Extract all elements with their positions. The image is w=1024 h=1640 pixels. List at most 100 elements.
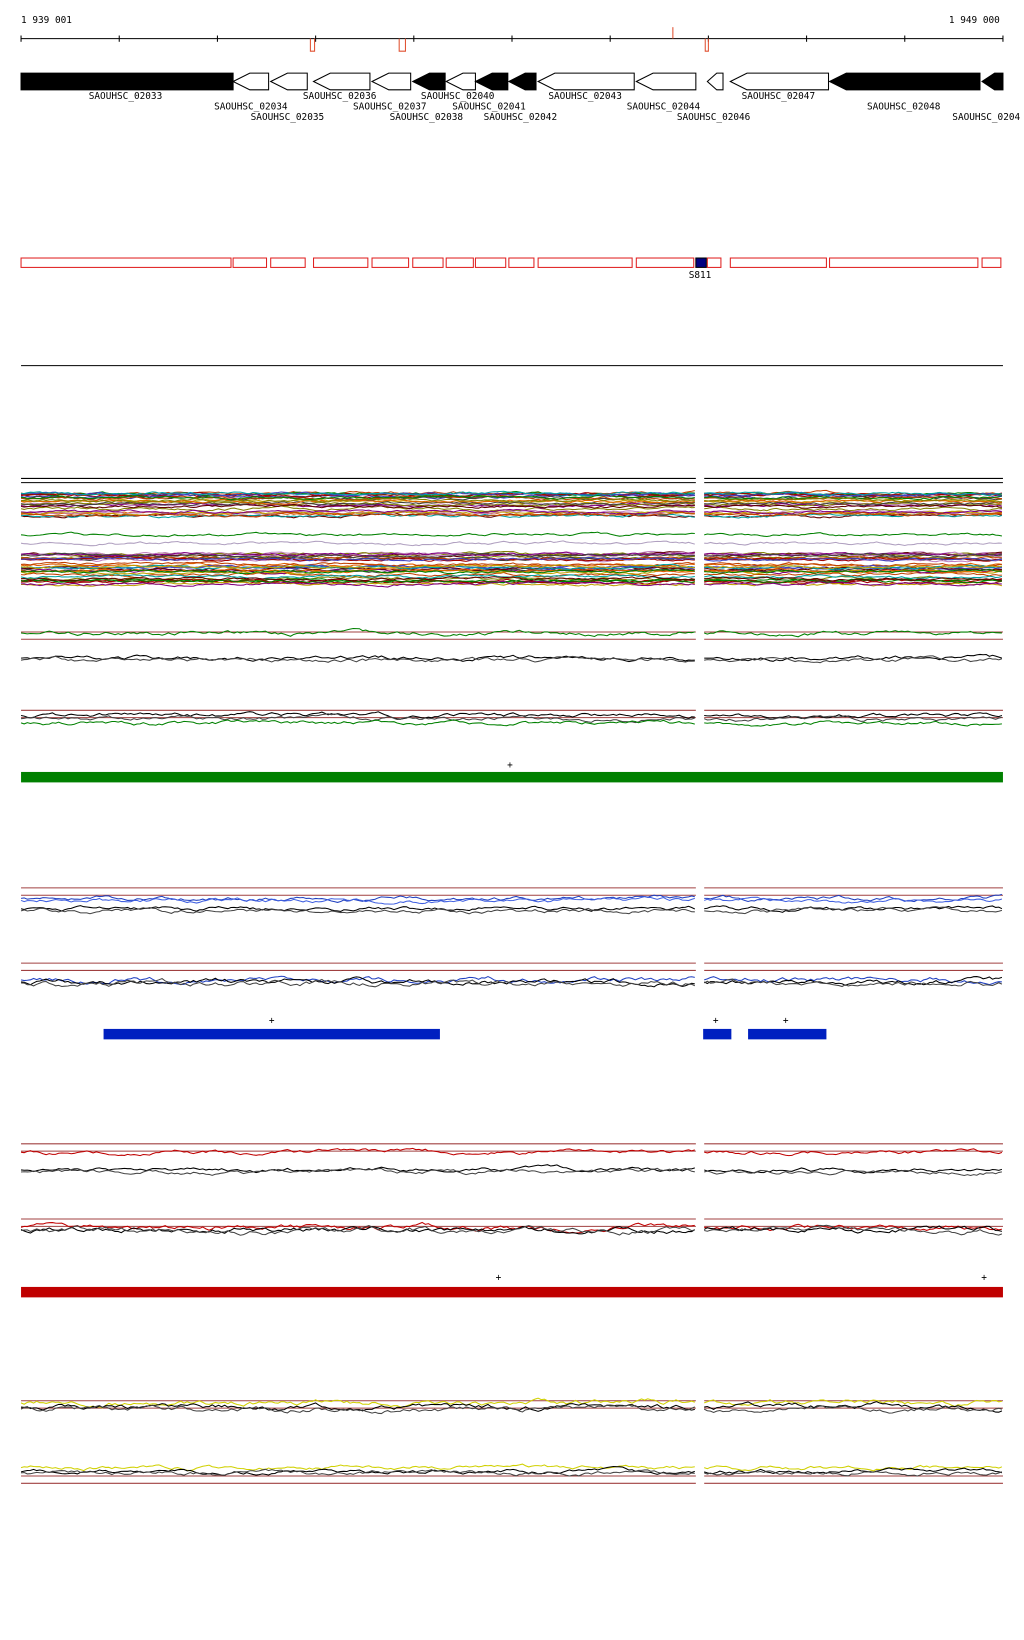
signal-trace [21,654,695,663]
gene-label: SAOUHSC_02033 [89,91,162,102]
signal-trace [21,490,695,496]
gene [269,72,308,91]
signal-trace [704,630,1002,638]
gene-label: SAOUHSC_02042 [484,112,558,123]
gene-label: SAOUHSC_02048 [867,102,941,113]
gene [370,72,412,91]
gene-box [20,257,232,268]
signal-trace [20,1468,695,1477]
gene-label: SAOUHSC_02044 [627,102,701,113]
gene-label: SAOUHSC_02038 [390,112,464,123]
gene-label: SAOUHSC_02035 [251,112,324,123]
gene-box [829,257,979,268]
signal-trace [21,555,695,562]
strand-marker: + [507,760,513,771]
signal-trace [704,568,1002,574]
signal-trace [704,541,1002,547]
track-bar [748,1028,827,1040]
signal-trace [20,501,695,507]
signal-trace [704,1464,1003,1472]
signal-trace [704,896,1003,904]
signal-trace [20,552,695,559]
gene [507,72,537,91]
strand-marker: + [981,1273,987,1284]
signal-trace [704,513,1003,519]
signal-trace [20,896,695,905]
ruler-feature [309,38,709,52]
signal-trace [704,554,1003,560]
track-bar [103,1028,440,1040]
signal-trace [704,581,1002,587]
signal-trace [704,906,1003,915]
signal-trace [20,1463,695,1472]
gene [20,72,234,91]
signal-trace [704,557,1003,562]
strand-marker: + [269,1016,275,1027]
signal-trace [704,510,1002,515]
signal-trace [21,510,695,516]
signal-trace [20,1404,696,1415]
signal-trace [704,511,1003,517]
signal-trace [20,1397,695,1409]
gene-label: SAOUHSC_02037 [353,102,427,113]
signal-trace [20,1402,695,1412]
gene [706,72,724,91]
gene [981,72,1004,91]
signal-trace [704,1401,1003,1413]
signal-trace [21,561,695,568]
signal-trace [20,556,695,562]
signal-trace [704,893,1003,903]
signal-trace [20,511,695,518]
signal-trace [704,905,1003,913]
signal-trace [704,655,1003,664]
signal-trace [704,564,1003,570]
gene-box [371,257,410,268]
signal-trace [704,504,1002,509]
gene [536,72,635,91]
signal-trace [703,1405,1003,1414]
signal-trace [21,494,695,501]
signal-trace [704,1148,1003,1157]
gene-box [729,257,827,268]
feature-box [695,257,707,268]
gene-box [445,257,474,268]
signal-trace [704,501,1003,507]
strand-marker: + [713,1016,719,1027]
gene-label: SAOUHSC_02047 [742,91,816,102]
signal-trace [704,562,1002,568]
signal-trace [704,495,1002,501]
signal-trace [20,1224,695,1236]
track-bar [21,771,1003,783]
signal-trace [20,628,695,638]
gene-label: SAOUHSC_02041 [452,102,526,113]
signal-trace [704,552,1002,557]
signal-trace [20,1147,695,1157]
gene-box [537,257,633,268]
signal-trace [20,573,695,580]
signal-trace [704,653,1003,662]
gene-label: SAOUHSC_02046 [677,112,751,123]
signal-trace [21,498,695,505]
end-coordinate: 1 949 000 [949,15,1000,26]
gene-box [508,257,535,268]
signal-trace [704,1399,1003,1408]
gene-label: SAOUHSC_02040 [421,91,495,102]
gene [474,72,509,91]
signal-trace [704,720,1002,727]
signal-trace [703,978,1003,988]
gene-box [474,257,507,268]
signal-trace [704,712,1003,719]
gene-box [412,257,444,268]
gene-box [706,257,722,268]
gene-box [232,257,268,268]
gene-label: SAOUHSC_02043 [548,91,622,102]
signal-trace [704,491,1002,497]
signal-trace [704,557,1002,563]
gene-label: SAOUHSC_0204 [952,112,1020,123]
signal-trace [704,714,1003,722]
strand-marker: + [496,1273,502,1284]
gene-box [270,257,306,268]
signal-trace [20,508,695,515]
gene-box [635,257,695,268]
